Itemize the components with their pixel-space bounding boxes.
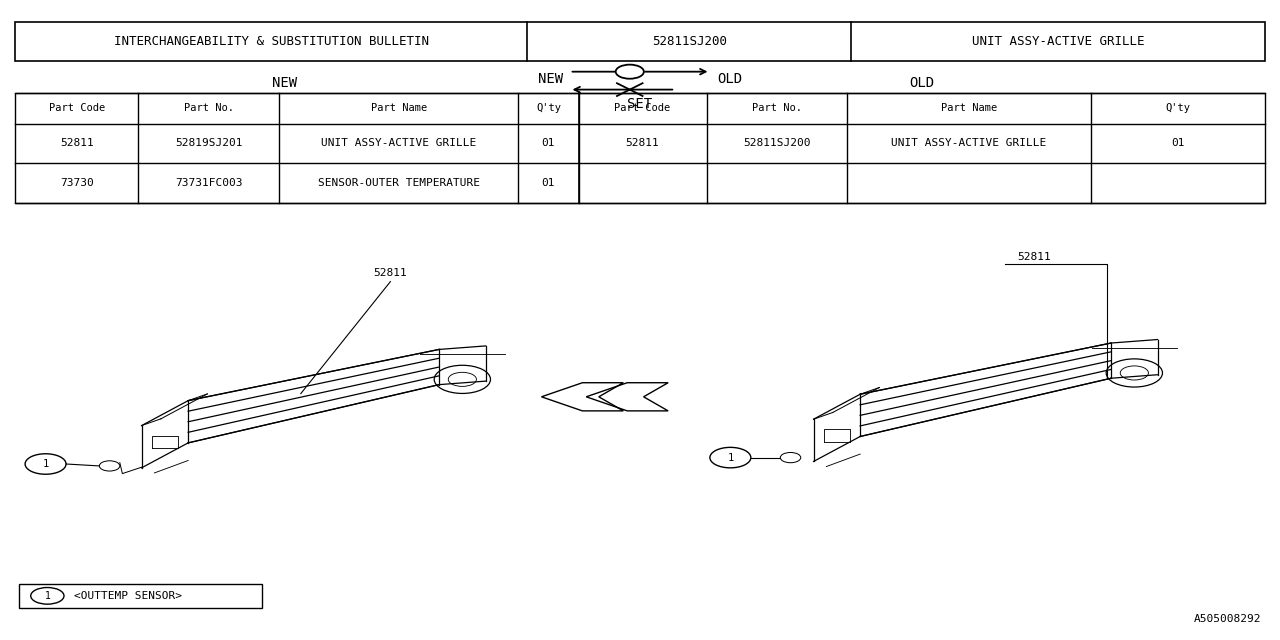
Text: 73730: 73730 <box>60 178 93 188</box>
Text: 52811: 52811 <box>1018 252 1051 262</box>
Text: <OUTTEMP SENSOR>: <OUTTEMP SENSOR> <box>74 591 182 601</box>
Bar <box>15 93 1265 203</box>
Bar <box>19 584 262 608</box>
Text: 52811SJ200: 52811SJ200 <box>652 35 727 48</box>
Text: 52811: 52811 <box>60 138 93 148</box>
Bar <box>15 22 1265 61</box>
Circle shape <box>616 65 644 79</box>
Text: SET: SET <box>627 97 653 111</box>
Text: 52811SJ200: 52811SJ200 <box>744 138 810 148</box>
Text: 52811: 52811 <box>626 138 659 148</box>
Text: 01: 01 <box>1171 138 1184 148</box>
Text: Q'ty: Q'ty <box>536 103 561 113</box>
Text: 1: 1 <box>45 591 50 601</box>
Text: 1: 1 <box>727 452 733 463</box>
Text: 1: 1 <box>42 459 49 469</box>
Text: Part Name: Part Name <box>371 103 426 113</box>
Text: Part No.: Part No. <box>183 103 234 113</box>
Text: UNIT ASSY-ACTIVE GRILLE: UNIT ASSY-ACTIVE GRILLE <box>891 138 1047 148</box>
Text: Part Name: Part Name <box>941 103 997 113</box>
Text: INTERCHANGEABILITY & SUBSTITUTION BULLETIN: INTERCHANGEABILITY & SUBSTITUTION BULLET… <box>114 35 429 48</box>
Text: Part Code: Part Code <box>614 103 671 113</box>
Text: 01: 01 <box>541 178 556 188</box>
Text: Part Code: Part Code <box>49 103 105 113</box>
Text: 52811: 52811 <box>374 268 407 278</box>
Text: NEW: NEW <box>538 72 563 86</box>
Text: 73731FC003: 73731FC003 <box>175 178 242 188</box>
Text: NEW: NEW <box>271 76 297 90</box>
Text: UNIT ASSY-ACTIVE GRILLE: UNIT ASSY-ACTIVE GRILLE <box>972 35 1144 48</box>
Text: UNIT ASSY-ACTIVE GRILLE: UNIT ASSY-ACTIVE GRILLE <box>321 138 476 148</box>
Text: OLD: OLD <box>909 76 934 90</box>
Text: SENSOR-OUTER TEMPERATURE: SENSOR-OUTER TEMPERATURE <box>317 178 480 188</box>
Text: OLD: OLD <box>717 72 742 86</box>
Text: Q'ty: Q'ty <box>1165 103 1190 113</box>
Text: 52819SJ201: 52819SJ201 <box>175 138 242 148</box>
Text: A505008292: A505008292 <box>1193 614 1261 624</box>
Text: Part No.: Part No. <box>751 103 803 113</box>
Text: 01: 01 <box>541 138 556 148</box>
